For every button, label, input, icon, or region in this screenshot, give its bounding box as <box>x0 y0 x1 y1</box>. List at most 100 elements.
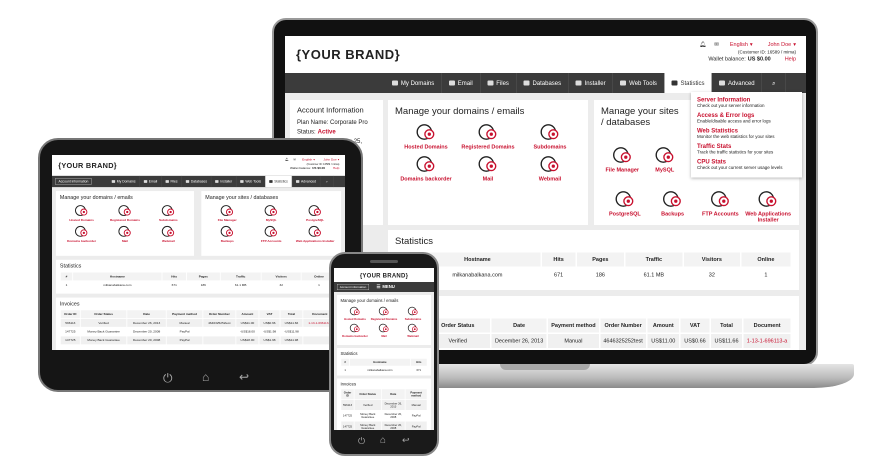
domains-tile[interactable]: Mail <box>370 322 399 338</box>
registered-domains-icon <box>378 306 389 316</box>
domains-tile[interactable]: Mail <box>457 153 519 182</box>
nav-item-label: Advanced <box>301 179 317 184</box>
statistics-menu-item[interactable]: Access & Error logs Enable/disable access… <box>697 112 796 124</box>
user-menu[interactable]: John Doe <box>323 158 337 162</box>
help-link[interactable]: Help <box>784 56 796 62</box>
domains-tile-label: Subdomains <box>404 317 422 321</box>
mail-icon[interactable]: ✉ <box>293 158 296 162</box>
status-row: Status: Active <box>297 128 376 135</box>
mail-icon[interactable]: ✉ <box>714 41 719 48</box>
nav-item-email[interactable]: Email <box>140 175 162 188</box>
back-button-icon[interactable]: ↩ <box>239 370 250 384</box>
menu-button[interactable]: ☰ MENU <box>377 284 395 289</box>
sites-tile[interactable]: MySQL <box>249 203 293 222</box>
domains-tile[interactable]: Subdomains <box>147 203 190 222</box>
phone-power-icon[interactable]: ⏻ <box>358 436 366 446</box>
nav-item-label: Databases <box>532 79 562 87</box>
language-selector[interactable]: English <box>302 158 313 162</box>
nav-item-label: Databases <box>190 179 208 184</box>
account-information-button[interactable]: Account information <box>337 284 370 290</box>
account-information-button[interactable]: Account information <box>55 178 92 185</box>
sites-tile[interactable]: Backups <box>205 224 249 243</box>
domains-tile[interactable]: Domains backorder <box>60 224 103 243</box>
domains-tile[interactable]: Subdomains <box>399 305 428 321</box>
domains-tile[interactable]: Hosted Domains <box>395 121 457 150</box>
nav-item-installer[interactable]: Installer <box>211 175 237 188</box>
nav-item-statistics[interactable]: Statistics <box>664 73 712 93</box>
nav-item-files[interactable]: Files <box>161 175 182 188</box>
hosted-domains-icon <box>416 124 435 140</box>
nav-item-my-domains[interactable]: My Domains <box>385 73 442 93</box>
home-button-icon[interactable]: ⌂ <box>202 370 210 384</box>
nav-item-my-domains[interactable]: My Domains <box>108 175 140 188</box>
domains-tile[interactable]: Mail <box>103 224 146 243</box>
invoices-cell: US$11.66 <box>710 334 743 348</box>
nav-item-advanced[interactable]: Advanced <box>292 175 321 188</box>
nav-search[interactable]: ⌕ <box>762 73 786 93</box>
domains-tile[interactable]: Webmail <box>147 224 190 243</box>
stats-table-row[interactable]: 1 milkanabalkana.com 671 <box>341 367 427 374</box>
nav-item-statistics[interactable]: Statistics <box>265 175 293 188</box>
sites-tile-label: File Manager <box>605 167 640 173</box>
statistics-menu-item[interactable]: Server Information Check out your server … <box>697 96 796 108</box>
sites-tile[interactable]: PostgreSQL <box>601 188 649 223</box>
sites-tile[interactable]: FTP Accounts <box>249 224 293 243</box>
mysql-icon <box>264 205 277 216</box>
stats-cell: 671 <box>171 283 177 287</box>
sites-tile[interactable]: File Manager <box>205 203 249 222</box>
domains-tile[interactable]: Registered Domains <box>370 305 399 321</box>
domains-tile[interactable]: Registered Domains <box>457 121 519 150</box>
sites-tile[interactable]: PostgreSQL <box>293 203 337 222</box>
sites-tile[interactable]: MySQL <box>644 144 687 173</box>
user-menu[interactable]: John Doe <box>767 41 792 48</box>
bell-icon[interactable]: 🔔︎ <box>284 158 289 162</box>
sites-tile[interactable]: Web Applications Installer <box>293 224 337 243</box>
wallet-label: Wallet balance: <box>708 56 746 62</box>
sites-tile-label: Backups <box>220 239 234 243</box>
nav-item-email[interactable]: Email <box>442 73 481 93</box>
sites-tile[interactable]: Backups <box>649 188 697 223</box>
phone-home-icon[interactable]: ⌂ <box>380 435 387 446</box>
invoices-cell: PayPal <box>166 336 203 345</box>
domains-tile[interactable]: Domains backorder <box>341 322 370 338</box>
domains-tile[interactable]: Webmail <box>399 322 428 338</box>
nav-item-advanced[interactable]: Advanced <box>712 73 763 93</box>
statistics-menu-item[interactable]: Web Statistics Monitor the web statistics… <box>697 127 796 139</box>
web-applications-installer-icon <box>758 191 777 207</box>
sites-tile[interactable]: FTP Accounts <box>697 188 745 223</box>
domains-tile[interactable]: Subdomains <box>519 121 581 150</box>
nav-item-installer[interactable]: Installer <box>569 73 614 93</box>
nav-item-files[interactable]: Files <box>480 73 517 93</box>
nav-item-databases[interactable]: Databases <box>516 73 569 93</box>
help-link[interactable]: Help <box>332 166 340 170</box>
sites-tile[interactable]: Web Applications Installer <box>744 188 792 223</box>
invoices-title: Invoices <box>59 300 80 307</box>
invoices-table-row[interactable]: 596113 Verified December 26, 2013 Manual <box>341 400 427 410</box>
domains-tile[interactable]: Registered Domains <box>103 203 146 222</box>
bell-icon[interactable]: 🔔︎ <box>699 41 707 48</box>
statistics-menu-item[interactable]: Traffic Stats Track the traffic statistic… <box>697 143 796 155</box>
domains-tile-label: Mail <box>482 176 494 182</box>
nav-search[interactable]: ⌕ <box>320 175 334 188</box>
domains-tile[interactable]: Domains backorder <box>395 153 457 182</box>
nav-item-databases[interactable]: Databases <box>182 175 212 188</box>
power-button-icon[interactable]: ⏻ <box>163 371 173 385</box>
statistics-menu-item[interactable]: CPU Stats Check out your current server u… <box>697 158 796 170</box>
domains-tile[interactable]: Hosted Domains <box>60 203 103 222</box>
domains-tile[interactable]: Hosted Domains <box>341 305 370 321</box>
nav-item-web-tools[interactable]: Web Tools <box>613 73 665 93</box>
nav-item-web-tools[interactable]: Web Tools <box>236 175 266 188</box>
language-selector[interactable]: English <box>729 41 748 48</box>
domains-tile[interactable]: Webmail <box>519 153 581 182</box>
phone-back-icon[interactable]: ↩ <box>402 435 410 445</box>
sites-tile[interactable]: File Manager <box>601 144 644 173</box>
